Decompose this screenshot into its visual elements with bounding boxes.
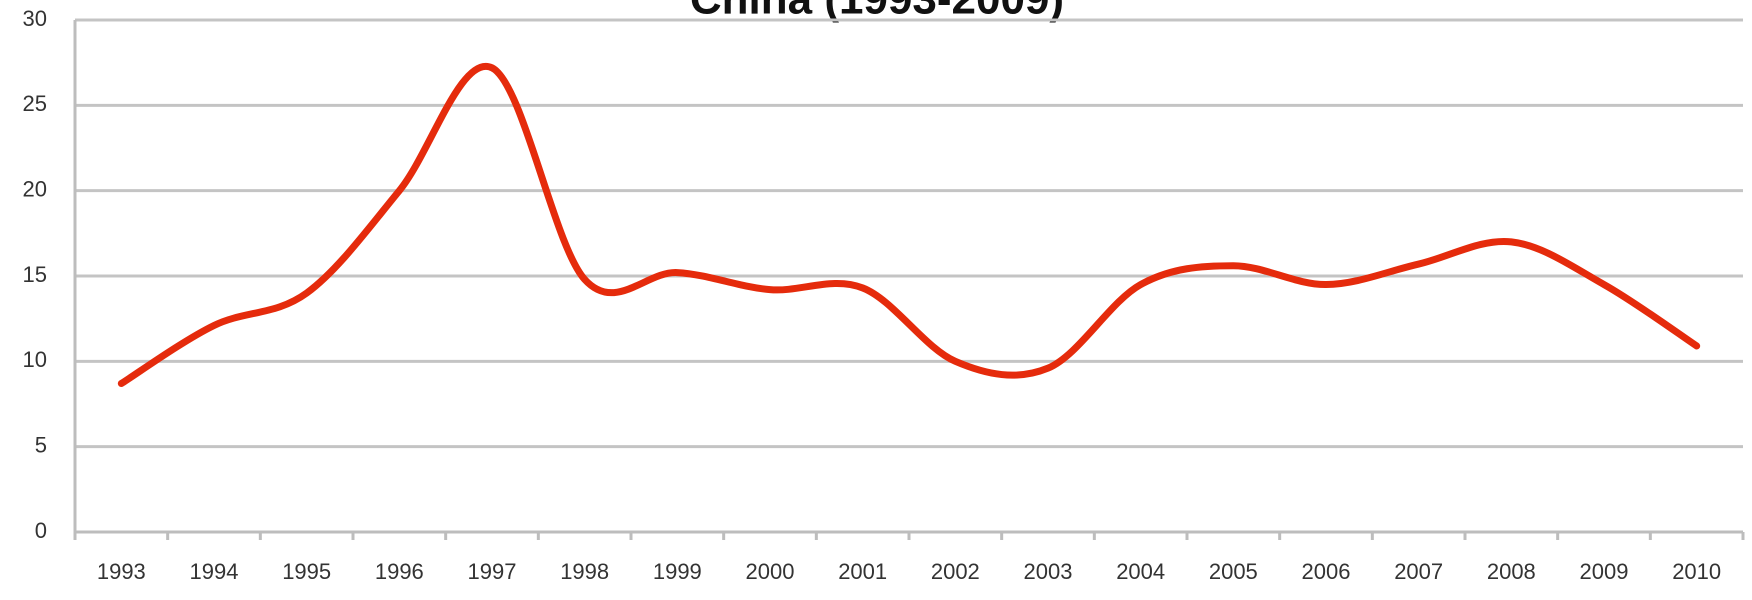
x-tick-label: 1994 xyxy=(190,559,239,584)
x-tick-label: 2003 xyxy=(1024,559,1073,584)
y-tick-label: 15 xyxy=(23,262,47,287)
y-tick-label: 5 xyxy=(35,432,47,457)
x-tick-label: 1997 xyxy=(468,559,517,584)
y-tick-label: 30 xyxy=(23,6,47,31)
chart-title: China (1993-2009) xyxy=(690,0,1064,24)
x-tick-label: 2006 xyxy=(1302,559,1351,584)
x-tick-label: 2005 xyxy=(1209,559,1258,584)
y-tick-label: 25 xyxy=(23,91,47,116)
x-tick-label: 1993 xyxy=(97,559,146,584)
y-tick-label: 10 xyxy=(23,347,47,372)
x-tick-label: 2001 xyxy=(838,559,887,584)
x-tick-label: 1996 xyxy=(375,559,424,584)
x-tick-label: 2008 xyxy=(1487,559,1536,584)
x-tick-label: 2002 xyxy=(931,559,980,584)
x-tick-label: 2000 xyxy=(746,559,795,584)
x-tick-label: 2009 xyxy=(1580,559,1629,584)
y-tick-label: 0 xyxy=(35,518,47,543)
x-tick-label: 1999 xyxy=(653,559,702,584)
x-tick-label: 1998 xyxy=(560,559,609,584)
x-tick-label: 2004 xyxy=(1116,559,1165,584)
x-tick-label: 1995 xyxy=(282,559,331,584)
line-series xyxy=(117,62,1701,388)
x-tick-label: 2010 xyxy=(1672,559,1721,584)
x-tick-label: 2007 xyxy=(1394,559,1443,584)
y-tick-label: 20 xyxy=(23,176,47,201)
